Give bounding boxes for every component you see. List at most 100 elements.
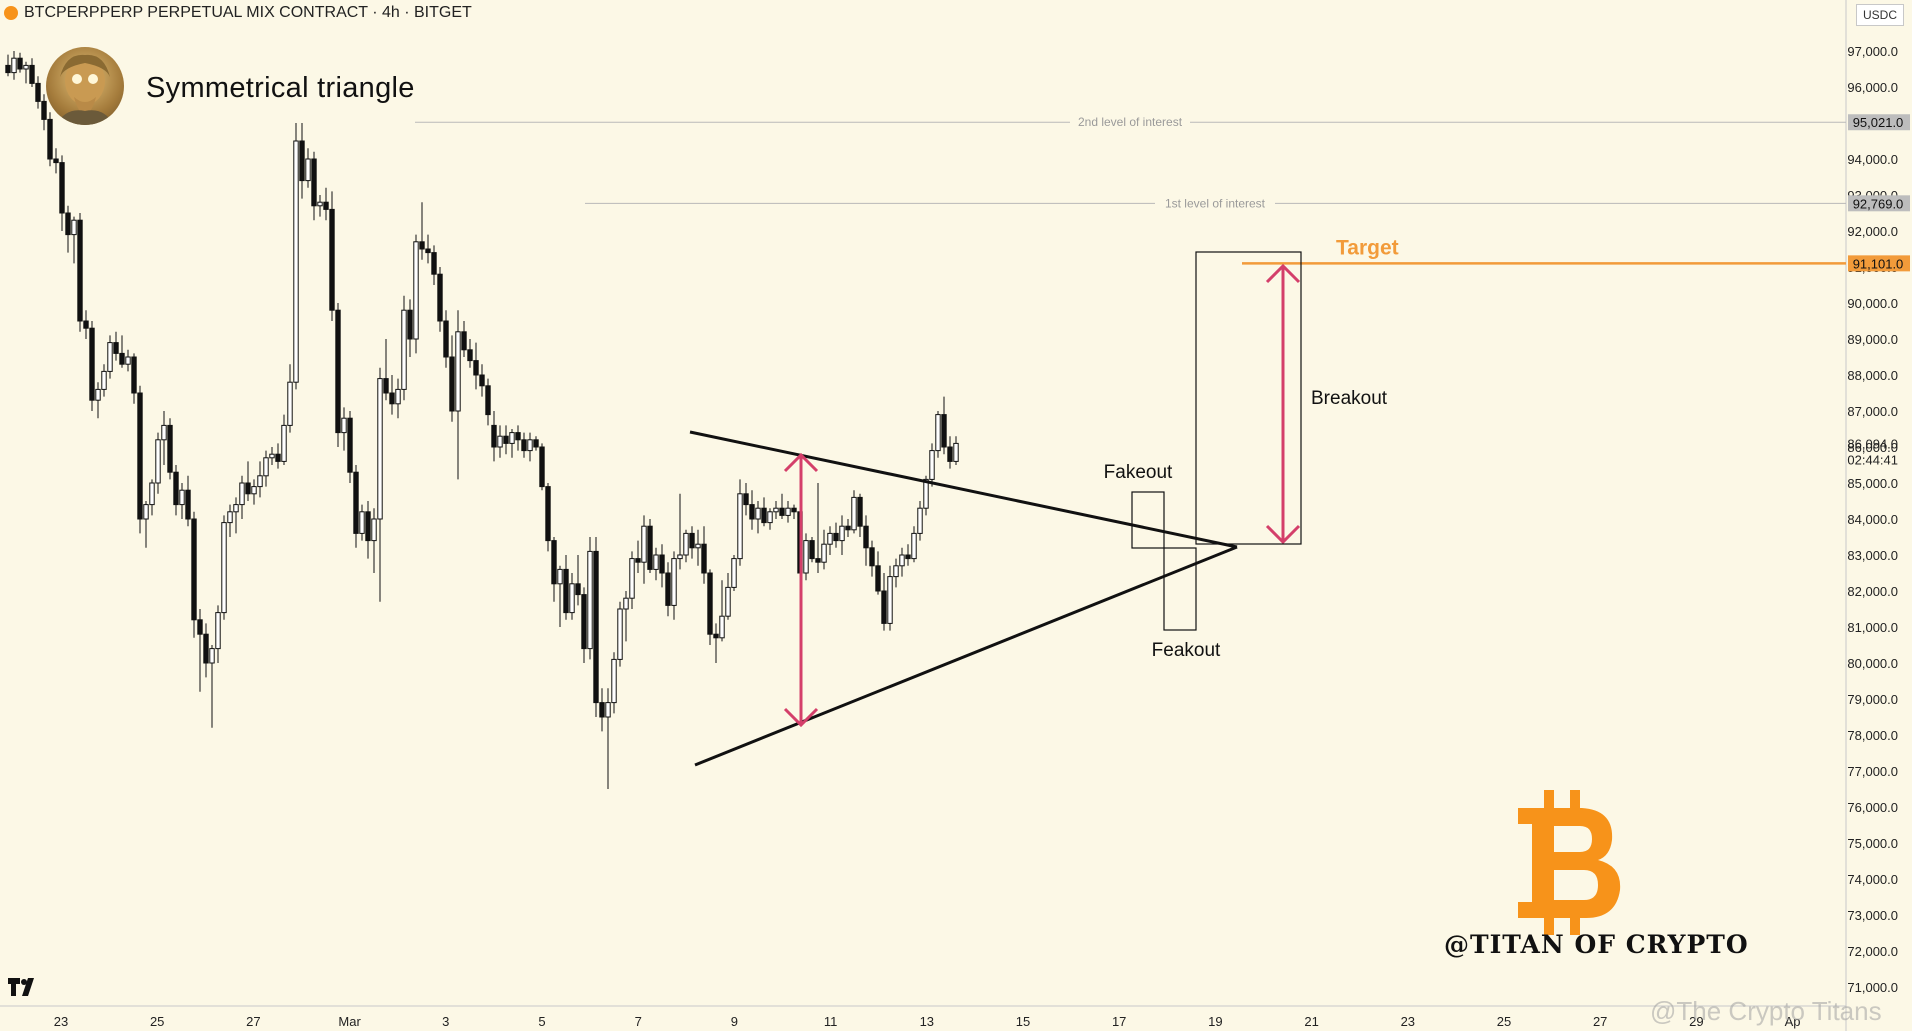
x-tick-label: 3 (442, 1014, 449, 1029)
y-tick-label: 90,000.0 (1847, 296, 1898, 311)
candle-body (125, 356, 131, 365)
triangle-upper-line (689, 430, 1238, 549)
y-tick-label: 84,000.0 (1847, 512, 1898, 527)
candle-body (131, 356, 137, 394)
candle-body (341, 417, 347, 434)
candle-body (5, 64, 11, 74)
x-tick-label: 21 (1304, 1014, 1318, 1029)
symbol-header[interactable]: BTCPERPPERP PERPETUAL MIX CONTRACT · 4h … (4, 4, 472, 22)
candle-body (761, 507, 767, 524)
x-tick-label: 13 (920, 1014, 934, 1029)
candle-body (155, 439, 161, 484)
candle-body (953, 442, 959, 462)
candle-body (695, 543, 701, 549)
candle-body (743, 493, 749, 506)
x-tick-label: Mar (338, 1014, 361, 1029)
candle-body (647, 525, 653, 570)
price-tag-label: 92,769.0 (1853, 196, 1904, 211)
candle-body (77, 219, 83, 322)
symbol-text: BTCPERPPERP PERPETUAL MIX CONTRACT · 4h … (24, 4, 472, 21)
price-tag-label: 91,101.0 (1853, 256, 1904, 271)
candle-body (17, 57, 23, 70)
candle-body (263, 457, 269, 477)
candle-body (755, 507, 761, 520)
candle-body (569, 583, 575, 614)
x-tick-label: 5 (538, 1014, 545, 1029)
candle-body (683, 532, 689, 556)
candle-body (137, 392, 143, 520)
candle-body (863, 525, 869, 549)
candle-body (41, 100, 47, 120)
level-label-2nd: 2nd level of interest (1078, 115, 1183, 129)
candle-body (335, 309, 341, 434)
candle-body (35, 82, 41, 102)
candle-body (107, 342, 113, 372)
breakout-label: Breakout (1311, 388, 1388, 409)
candle-body (53, 158, 59, 164)
author-avatar (46, 47, 124, 125)
candle-body (413, 241, 419, 340)
y-tick-label: 79,000.0 (1847, 692, 1898, 707)
candle-body (119, 352, 125, 365)
candle-body (839, 525, 845, 542)
y-tick-label: 92,000.0 (1847, 224, 1898, 239)
candle-body (161, 424, 167, 441)
candle-body (791, 507, 797, 513)
candle-body (395, 388, 401, 405)
candle-body (629, 558, 635, 599)
candle-body (653, 554, 659, 570)
candle-body (617, 608, 623, 660)
candle-body (245, 482, 251, 495)
candle-body (725, 586, 731, 617)
y-tick-label: 77,000.0 (1847, 764, 1898, 779)
candle-body (917, 507, 923, 534)
y-tick-label: 81,000.0 (1847, 620, 1898, 635)
candle-body (419, 241, 425, 250)
candle-body (707, 572, 713, 635)
candle-body (785, 507, 791, 516)
candle-body (665, 572, 671, 606)
y-tick-label: 86,000.0 (1847, 440, 1898, 455)
candle-body (491, 424, 497, 448)
y-tick-label: 88,000.0 (1847, 368, 1898, 383)
breakout-box (1195, 251, 1302, 545)
candle-body (407, 309, 413, 340)
candle-body (641, 525, 647, 563)
candle-body (911, 532, 917, 560)
candle-body (521, 439, 527, 452)
candle-body (281, 424, 287, 462)
candle-body (11, 57, 17, 74)
candle-body (845, 525, 851, 531)
candle-body (299, 140, 305, 182)
y-tick-label: 74,000.0 (1847, 872, 1898, 887)
candle-body (893, 565, 899, 578)
candle-body (59, 162, 65, 214)
candle-body (185, 489, 191, 520)
candle-body (659, 554, 665, 574)
tradingview-logo[interactable] (8, 976, 40, 1002)
candle-body (731, 558, 737, 588)
candle-body (239, 482, 245, 506)
x-tick-label: 25 (1497, 1014, 1511, 1029)
candle-body (47, 118, 53, 160)
candle-body (251, 486, 257, 495)
currency-selector[interactable]: USDC (1856, 4, 1904, 26)
candle-body (593, 550, 599, 704)
candle-body (323, 201, 329, 210)
candle-body (449, 356, 455, 412)
candle-body (635, 558, 641, 563)
candle-body (203, 633, 209, 664)
candle-body (455, 331, 461, 412)
candle-body (467, 349, 473, 362)
x-tick-label: 17 (1112, 1014, 1126, 1029)
height-arrow-head (783, 452, 819, 473)
candle-body (935, 414, 941, 452)
candle-body (515, 432, 521, 441)
candle-body (689, 532, 695, 549)
candle-body (329, 208, 335, 311)
candle-body (371, 518, 377, 542)
candle-body (257, 475, 263, 488)
candle-body (599, 702, 605, 718)
candle-body (887, 576, 893, 624)
